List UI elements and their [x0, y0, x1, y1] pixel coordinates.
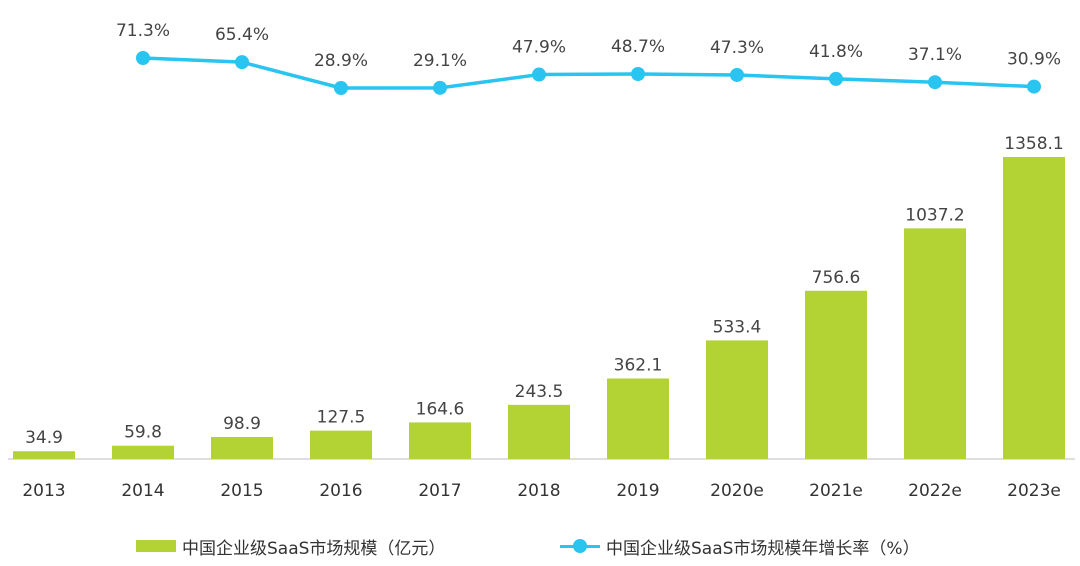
growth-label-2018: 47.9% [512, 38, 566, 58]
x-tick-2022e: 2022e [908, 481, 962, 501]
bar-label-2014: 59.8 [124, 423, 162, 443]
bar-2019 [607, 378, 669, 459]
growth-label-2015: 65.4% [215, 25, 269, 45]
legend-bar-swatch [136, 540, 176, 552]
legend-line-label: 中国企业级SaaS市场规模年增长率（%） [606, 538, 920, 559]
legend-line-entry: 中国企业级SaaS市场规模年增长率（%） [560, 532, 920, 560]
growth-label-2014: 71.3% [116, 21, 170, 41]
bar-2014 [112, 445, 174, 459]
growth-point-2019 [631, 66, 645, 81]
bar-label-2019: 362.1 [614, 355, 663, 375]
growth-label-2016: 28.9% [314, 51, 368, 71]
growth-label-2023e: 30.9% [1007, 50, 1061, 70]
growth-line [142, 56, 1035, 90]
bar-label-2021e: 756.6 [812, 268, 861, 288]
growth-label-2021e: 41.8% [809, 42, 863, 62]
bar-2017 [409, 422, 471, 459]
bar-label-2020e: 533.4 [713, 317, 762, 337]
x-tick-2015: 2015 [220, 481, 263, 501]
growth-point-2023e [1027, 79, 1041, 94]
bar-2021e [805, 290, 867, 459]
bar-label-2022e: 1037.2 [905, 205, 964, 225]
growth-point-2020e [730, 67, 744, 82]
growth-point-2018 [532, 67, 546, 82]
growth-label-2020e: 47.3% [710, 38, 764, 58]
x-tick-2017: 2017 [418, 481, 461, 501]
x-tick-2019: 2019 [616, 481, 659, 501]
bar-label-2013: 34.9 [25, 428, 63, 448]
bar-2018 [508, 404, 570, 459]
growth-label-2022e: 37.1% [908, 45, 962, 65]
growth-point-2015 [235, 55, 249, 70]
growth-point-2022e [928, 75, 942, 90]
x-tick-2021e: 2021e [809, 481, 863, 501]
x-tick-2016: 2016 [319, 481, 362, 501]
bar-2015 [211, 437, 273, 459]
bar-label-2017: 164.6 [416, 399, 465, 419]
x-tick-2023e: 2023e [1007, 481, 1061, 501]
growth-point-2014 [136, 51, 150, 65]
legend-line-swatch [560, 539, 600, 553]
bar-2022e [904, 228, 966, 459]
growth-label-2019: 48.7% [611, 37, 665, 57]
legend-bar-entry: 中国企业级SaaS市场规模（亿元） [136, 532, 445, 560]
growth-point-2017 [433, 80, 447, 95]
x-tick-2018: 2018 [517, 481, 560, 501]
growth-label-2017: 29.1% [413, 51, 467, 71]
legend-bar-label: 中国企业级SaaS市场规模（亿元） [182, 538, 446, 559]
bar-label-2015: 98.9 [223, 414, 261, 434]
x-tick-2020e: 2020e [710, 481, 764, 501]
growth-point-2016 [334, 81, 348, 95]
growth-point-2021e [829, 71, 843, 86]
bar-label-2023e: 1358.1 [1004, 134, 1063, 154]
x-tick-2013: 2013 [22, 481, 65, 501]
bar-2023e [1003, 157, 1065, 459]
bar-2020e [706, 340, 768, 459]
bar-2013 [13, 451, 75, 459]
x-tick-2014: 2014 [121, 481, 164, 501]
bar-label-2016: 127.5 [317, 408, 366, 428]
bar-2016 [310, 430, 372, 459]
bar-label-2018: 243.5 [515, 382, 564, 402]
